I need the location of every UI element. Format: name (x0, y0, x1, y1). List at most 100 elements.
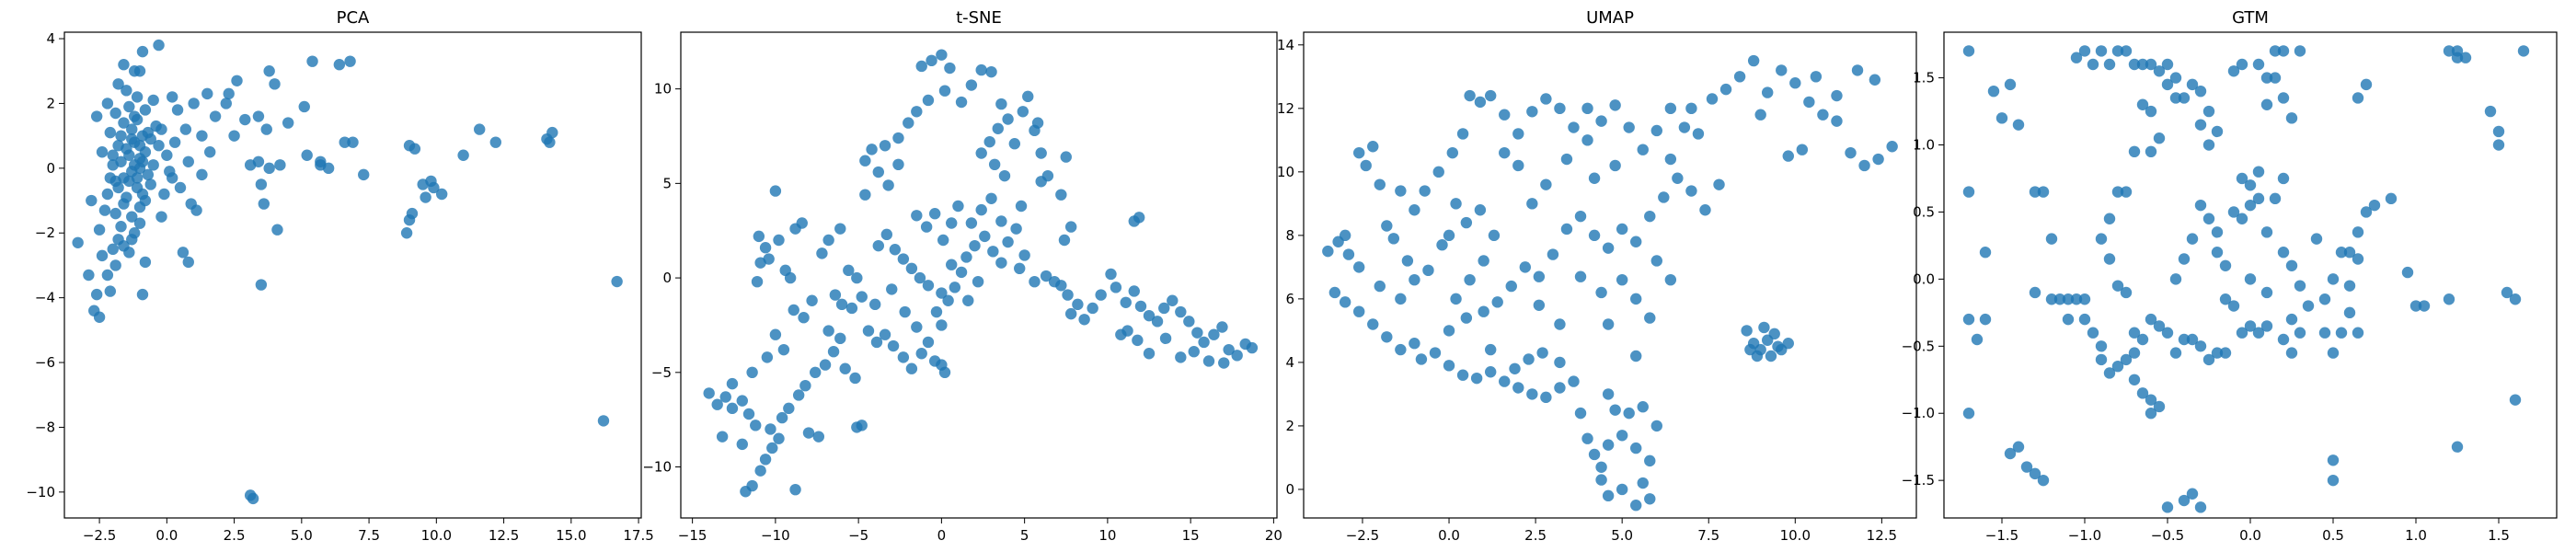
data-point (72, 236, 84, 248)
data-point (2078, 293, 2091, 305)
data-point (1478, 255, 1489, 267)
data-point (109, 207, 121, 220)
data-point (2277, 172, 2290, 185)
data-point (719, 391, 731, 403)
data-point (1886, 141, 1898, 153)
data-point (1554, 102, 1566, 115)
data-point (870, 336, 883, 349)
data-point (1342, 248, 1355, 260)
data-point (155, 123, 167, 135)
data-point (892, 132, 904, 144)
data-point (2145, 105, 2157, 118)
data-point (2211, 125, 2224, 138)
data-point (408, 143, 421, 155)
data-point (1554, 318, 1566, 330)
data-point (1536, 347, 1548, 359)
data-point (1151, 316, 1164, 328)
data-point (1692, 128, 1705, 140)
x-tick-label: 7.5 (1697, 527, 1719, 544)
data-point (425, 175, 437, 188)
data-point (118, 117, 130, 129)
x-tick-label: −10 (761, 527, 790, 544)
data-point (2277, 92, 2290, 104)
data-point (872, 239, 884, 252)
x-tick-label: 12.5 (1867, 527, 1897, 544)
data-point (1339, 296, 1351, 308)
panel-1: −2.5 0.0 2.5 5.0 7.5 10.0 12.5 15.0 17.5 4 2 0 −2 −4 −… (26, 8, 653, 544)
data-point (1772, 340, 1784, 352)
data-point (1588, 448, 1601, 461)
data-point (2153, 65, 2166, 77)
data-point (2368, 199, 2381, 212)
data-point (2352, 327, 2364, 339)
data-point (1409, 204, 1420, 216)
data-point (457, 149, 469, 161)
data-point (2062, 293, 2075, 305)
data-point (1765, 350, 1777, 362)
panel-title: UMAP (1586, 8, 1634, 28)
data-point (1581, 134, 1593, 146)
data-point (1845, 146, 1857, 159)
data-point (2111, 186, 2124, 198)
point-series (1962, 45, 2530, 513)
data-point (922, 94, 935, 107)
x-tick-label: −1.5 (1985, 527, 2018, 544)
data-point (1962, 186, 1975, 198)
data-point (1644, 312, 1656, 324)
y-tick-label: 6 (1285, 291, 1294, 307)
data-point (1505, 280, 1517, 293)
data-point (2335, 327, 2348, 339)
data-point (139, 256, 152, 269)
data-point (2078, 45, 2091, 57)
data-point (2252, 192, 2265, 205)
data-point (1381, 220, 1393, 232)
data-point (944, 62, 956, 75)
data-point (946, 259, 958, 270)
data-point (769, 328, 782, 340)
x-tick-label: 20 (1265, 527, 1282, 544)
panel-4: −1.5 −1.0 −0.5 0.0 0.5 1.0 1.5 1.5 1.0 0.5 0.0 −0.5… (1902, 8, 2558, 544)
data-point (2186, 78, 2199, 91)
data-point (2360, 206, 2373, 218)
data-point (1436, 239, 1448, 251)
data-point (1637, 144, 1649, 155)
data-point (2029, 467, 2041, 480)
data-point (1231, 350, 1243, 362)
data-point (2352, 253, 2364, 265)
data-point (1191, 327, 1203, 339)
data-point (2318, 327, 2331, 339)
data-point (1188, 346, 1200, 358)
data-point (926, 54, 937, 67)
data-point (998, 169, 1011, 182)
data-point (136, 288, 149, 301)
data-point (2418, 300, 2431, 312)
data-point (880, 228, 893, 241)
data-point (247, 492, 259, 505)
data-point (1002, 236, 1014, 248)
data-point (136, 45, 149, 58)
y-tick-label: 0 (1285, 481, 1294, 498)
data-point (2103, 367, 2116, 379)
data-point (1512, 159, 1524, 172)
data-point (2211, 347, 2224, 359)
data-point (2219, 259, 2232, 271)
data-point (949, 282, 961, 293)
data-point (1574, 407, 1587, 420)
data-point (2409, 300, 2422, 312)
data-point (1602, 439, 1615, 451)
data-point (126, 234, 138, 246)
data-point (2153, 400, 2166, 413)
data-point (938, 366, 951, 379)
data-point (1979, 313, 1992, 326)
data-point (2310, 233, 2323, 245)
data-point (177, 247, 190, 259)
data-point (937, 234, 949, 247)
x-tick-label: 1.0 (2405, 527, 2427, 544)
data-point (1741, 325, 1753, 337)
data-point (985, 65, 997, 78)
data-point (1560, 223, 1573, 236)
data-point (2095, 340, 2108, 352)
data-point (142, 126, 155, 139)
data-point (1143, 348, 1156, 360)
data-point (946, 217, 958, 229)
